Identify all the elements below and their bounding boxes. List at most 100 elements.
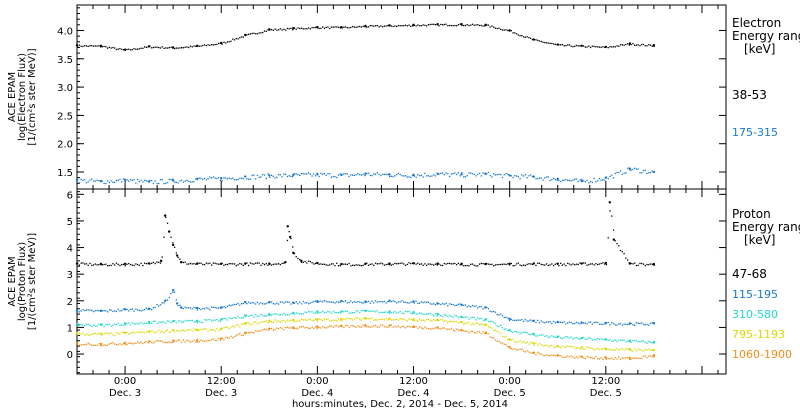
proton-series-795-1193-trace-point — [91, 333, 93, 336]
proton-series-310-580-trace-point — [448, 314, 451, 317]
proton-series-115-195-trace-point — [371, 300, 373, 302]
electron-series-38-53-trace-point — [618, 45, 620, 47]
proton-series-115-195-trace-point — [94, 310, 96, 312]
proton-series-795-1193-trace-point — [316, 320, 319, 322]
proton-series-47-68-trace-point — [302, 261, 304, 263]
electron-series-38-53-trace-point — [381, 26, 384, 28]
proton-series-1060-1900-trace-point — [322, 325, 324, 328]
proton-series-310-580-trace-point — [253, 316, 255, 318]
proton-series-1060-1900-trace-point — [337, 326, 340, 328]
xtick-date-label: Dec. 3 — [205, 388, 237, 399]
electron-series-38-53-trace-point — [188, 46, 190, 49]
proton-series-1060-1900-trace-point — [454, 330, 456, 332]
proton-series-795-1193-trace-point — [353, 318, 356, 320]
proton-series-115-195-trace-point — [170, 292, 172, 295]
electron-series-38-53-trace-point — [110, 47, 112, 49]
proton-series-115-195-trace-point — [114, 310, 116, 312]
electron-series-175-315-trace-point — [94, 180, 96, 182]
proton-series-1060-1900-trace-point — [521, 348, 523, 350]
proton-series-47-68-trace-point — [154, 262, 156, 265]
electron-series-38-53-trace-point — [98, 45, 100, 47]
electron-series-38-53-trace-point — [457, 24, 460, 26]
electron-series-175-315-trace-point — [450, 173, 452, 175]
proton-series-115-195-trace-point — [507, 317, 509, 319]
proton-series-1060-1900-trace-point — [420, 327, 423, 329]
proton-series-47-68-trace-point — [411, 262, 414, 264]
proton-series-1060-1900-trace-point — [177, 339, 179, 341]
electron-series-38-53-trace-point — [394, 25, 396, 27]
proton-series-1060-1900-trace-point — [653, 356, 655, 358]
electron-series-38-53-trace-point — [223, 41, 225, 44]
proton-series-115-195-trace-point — [621, 324, 623, 326]
proton-series-115-195-trace-point — [648, 324, 650, 326]
electron-series-38-53-trace-point — [399, 25, 401, 27]
proton-series-115-195-trace-point — [530, 319, 532, 321]
proton-series-1060-1900-trace-point — [84, 344, 86, 346]
proton-series-115-195-trace-point — [258, 303, 260, 305]
proton-series-310-580-trace-point — [96, 325, 98, 327]
proton-series-115-195-trace-point — [420, 301, 423, 303]
proton-series-310-580-trace-point — [228, 316, 230, 319]
proton-series-115-195-trace-point — [184, 306, 186, 308]
proton-series-795-1193-trace-point — [556, 346, 558, 348]
electron-series-38-53-trace-point — [295, 28, 297, 30]
proton-series-115-195-trace-point — [609, 324, 611, 326]
proton-series-47-68-trace-point — [434, 263, 437, 265]
proton-series-1060-1900-trace-point — [558, 355, 560, 357]
electron-series-38-53-trace-point — [216, 43, 218, 46]
proton-series-1060-1900-trace-point — [87, 342, 89, 344]
proton-series-1060-1900-trace-point — [533, 352, 535, 354]
electron-series-38-53-trace-point — [143, 46, 146, 48]
electron-series-38-53-trace-point — [401, 24, 403, 27]
electron-series-175-315-trace-point — [591, 181, 594, 184]
proton-series-795-1193-trace-point — [521, 341, 523, 344]
proton-series-115-195-trace-point — [427, 301, 430, 303]
proton-series-47-68-trace-point — [637, 264, 639, 266]
proton-series-115-195-trace-point — [151, 309, 153, 311]
proton-series-1060-1900-trace-point — [390, 324, 393, 326]
proton-series-1060-1900-trace-point — [438, 328, 440, 330]
proton-series-115-195-trace-point — [337, 301, 340, 303]
proton-series-310-580-trace-point — [401, 312, 403, 314]
electron-series-175-315-trace-point — [318, 175, 320, 178]
proton-series-1060-1900-trace-point — [639, 357, 641, 359]
proton-series-47-68-trace-point — [581, 262, 583, 264]
electron-series-175-315-trace-point — [302, 173, 304, 175]
proton-series-47-68-trace-point — [181, 261, 183, 263]
proton-series-795-1193-trace-point — [468, 322, 470, 324]
proton-series-310-580-trace-point — [510, 330, 512, 333]
proton-series-47-68-trace-point — [491, 263, 493, 265]
proton-series-795-1193-trace-point — [156, 331, 158, 333]
proton-series-115-195-trace-point — [212, 306, 215, 308]
proton-series-795-1193-trace-point — [582, 348, 585, 350]
proton-series-1060-1900-trace-point — [530, 352, 532, 354]
proton-series-310-580-trace-point — [184, 320, 186, 322]
electron-series-175-315-trace-point — [256, 174, 259, 177]
proton-series-1060-1900-trace-point — [85, 343, 88, 346]
proton-legend-entry: 795-1193 — [732, 328, 785, 341]
proton-series-310-580-trace-point — [115, 323, 118, 326]
proton-series-795-1193-trace-point — [200, 328, 202, 331]
electron-series-38-53-trace-point — [181, 47, 183, 49]
electron-series-38-53-trace-point — [99, 46, 102, 48]
proton-series-115-195-trace-point — [501, 315, 504, 317]
electron-series-38-53-trace-point — [648, 44, 650, 46]
proton-series-795-1193-trace-point — [293, 321, 296, 323]
proton-series-795-1193-trace-point — [179, 330, 181, 333]
electron-series-175-315-trace-point — [586, 179, 588, 182]
proton-series-115-195-trace-point — [589, 321, 592, 323]
electron-series-38-53-trace-point — [366, 26, 368, 28]
proton-series-115-195-trace-point — [494, 311, 497, 313]
proton-series-795-1193-trace-point — [191, 330, 193, 332]
proton-series-310-580-trace-point — [85, 323, 88, 325]
electron-series-175-315-trace-point — [114, 181, 116, 184]
electron-series-38-53-trace-point — [429, 23, 431, 26]
electron-series-175-315-trace-point — [246, 178, 248, 180]
proton-series-47-68-trace-point — [272, 263, 274, 266]
proton-series-310-580-trace-point — [574, 337, 576, 339]
electron-series-175-315-trace-point — [251, 174, 253, 177]
proton-series-47-68-trace-point — [376, 263, 378, 265]
proton-series-1060-1900-trace-point — [586, 355, 588, 358]
proton-series-47-68-trace-point — [362, 264, 364, 267]
electron-series-175-315-trace-point — [353, 174, 356, 177]
